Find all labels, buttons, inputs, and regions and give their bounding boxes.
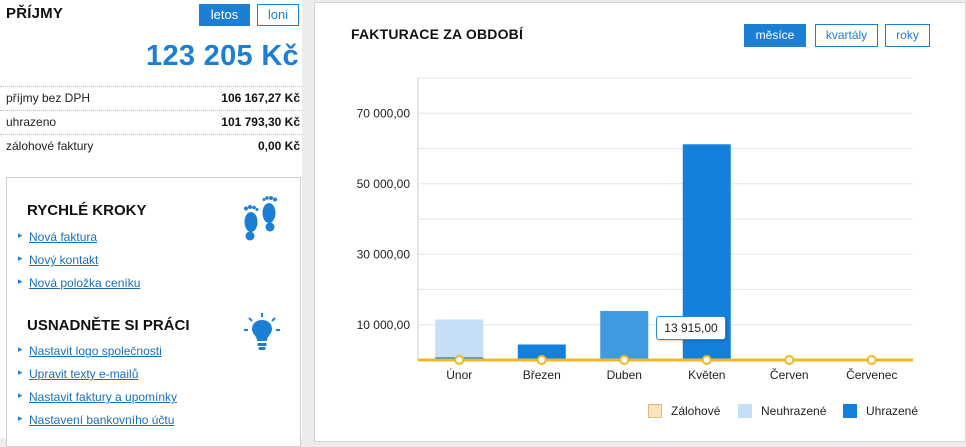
quick-actions-panel: RYCHLÉ KROKY Nová faktura Nový kontakt N… (6, 177, 301, 447)
x-tick-label: Červenec (846, 367, 897, 382)
billing-chart-panel: FAKTURACE ZA OBDOBÍ měsíce kvartály roky… (314, 2, 966, 442)
bank-account-settings-link[interactable]: Nastavení bankovního účtu (18, 413, 174, 427)
y-tick-label: 70 000,00 (357, 106, 411, 120)
x-tick-label: Květen (688, 368, 725, 382)
legend-label: Uhrazené (866, 404, 919, 418)
easier-work-title: USNADNĚTE SI PRÁCI (27, 317, 190, 334)
income-row-label: příjmy bez DPH (6, 91, 91, 105)
y-tick-label: 10 000,00 (357, 318, 411, 332)
line-point (536, 355, 547, 365)
this-year-button[interactable]: letos (199, 4, 250, 26)
left-column: PŘÍJMY letos loni 123 205 Kč příjmy bez … (0, 0, 302, 447)
set-invoices-reminders-link[interactable]: Nastavit faktury a upomínky (18, 390, 177, 404)
bar-uhrazené (600, 310, 649, 360)
income-total: 123 205 Kč (146, 40, 299, 72)
legend-label: Zálohové (671, 404, 721, 418)
quick-steps-title: RYCHLÉ KROKY (27, 202, 147, 219)
new-pricelist-item-link[interactable]: Nová položka ceníku (18, 276, 140, 290)
income-row-without-vat: příjmy bez DPH 106 167,27 Kč (0, 86, 302, 110)
x-tick-label: Březen (523, 368, 561, 382)
footprints-icon (244, 196, 277, 241)
line-point (784, 355, 795, 365)
x-tick-label: Únor (446, 367, 472, 382)
edit-email-texts-link[interactable]: Upravit texty e-mailů (18, 367, 138, 381)
income-row-label: uhrazeno (6, 115, 57, 129)
income-row-label: zálohové faktury (6, 139, 94, 153)
period-months-button[interactable]: měsíce (744, 24, 806, 47)
new-invoice-link[interactable]: Nová faktura (18, 230, 97, 244)
bar-uhrazené (517, 344, 566, 360)
income-row-advance: zálohové faktury 0,00 Kč (0, 134, 302, 158)
new-contact-link[interactable]: Nový kontakt (18, 253, 98, 267)
x-tick-label: Červen (770, 367, 809, 382)
period-years-button[interactable]: roky (885, 24, 930, 47)
line-point (701, 355, 712, 365)
lightbulb-icon (244, 313, 280, 350)
income-row-paid: uhrazeno 101 793,30 Kč (0, 110, 302, 134)
legend-swatch-zalohove (648, 404, 662, 418)
line-point (619, 355, 630, 365)
period-quarters-button[interactable]: kvartály (815, 24, 878, 47)
set-company-logo-link[interactable]: Nastavit logo společnosti (18, 344, 162, 358)
legend-swatch-neuhrazene (738, 404, 752, 418)
y-tick-label: 30 000,00 (357, 247, 411, 261)
income-row-value: 101 793,30 Kč (221, 115, 300, 129)
line-point (454, 355, 465, 365)
last-year-button[interactable]: loni (257, 4, 299, 26)
x-tick-label: Duben (607, 368, 642, 382)
legend-swatch-uhrazene (843, 404, 857, 418)
billing-chart: 10 000,00 30 000,00 50 000,00 70 000,00 Únor… (357, 77, 913, 382)
income-row-value: 0,00 Kč (257, 139, 300, 153)
chart-tooltip: 13 915,00 (656, 316, 726, 340)
legend-label: Neuhrazené (761, 404, 827, 418)
bar-neuhrazené (435, 319, 484, 358)
y-tick-label: 50 000,00 (357, 177, 411, 191)
income-title: PŘÍJMY (6, 5, 64, 22)
chart-title: FAKTURACE ZA OBDOBÍ (351, 26, 524, 42)
income-row-value: 106 167,27 Kč (221, 91, 300, 105)
line-point (866, 355, 877, 365)
